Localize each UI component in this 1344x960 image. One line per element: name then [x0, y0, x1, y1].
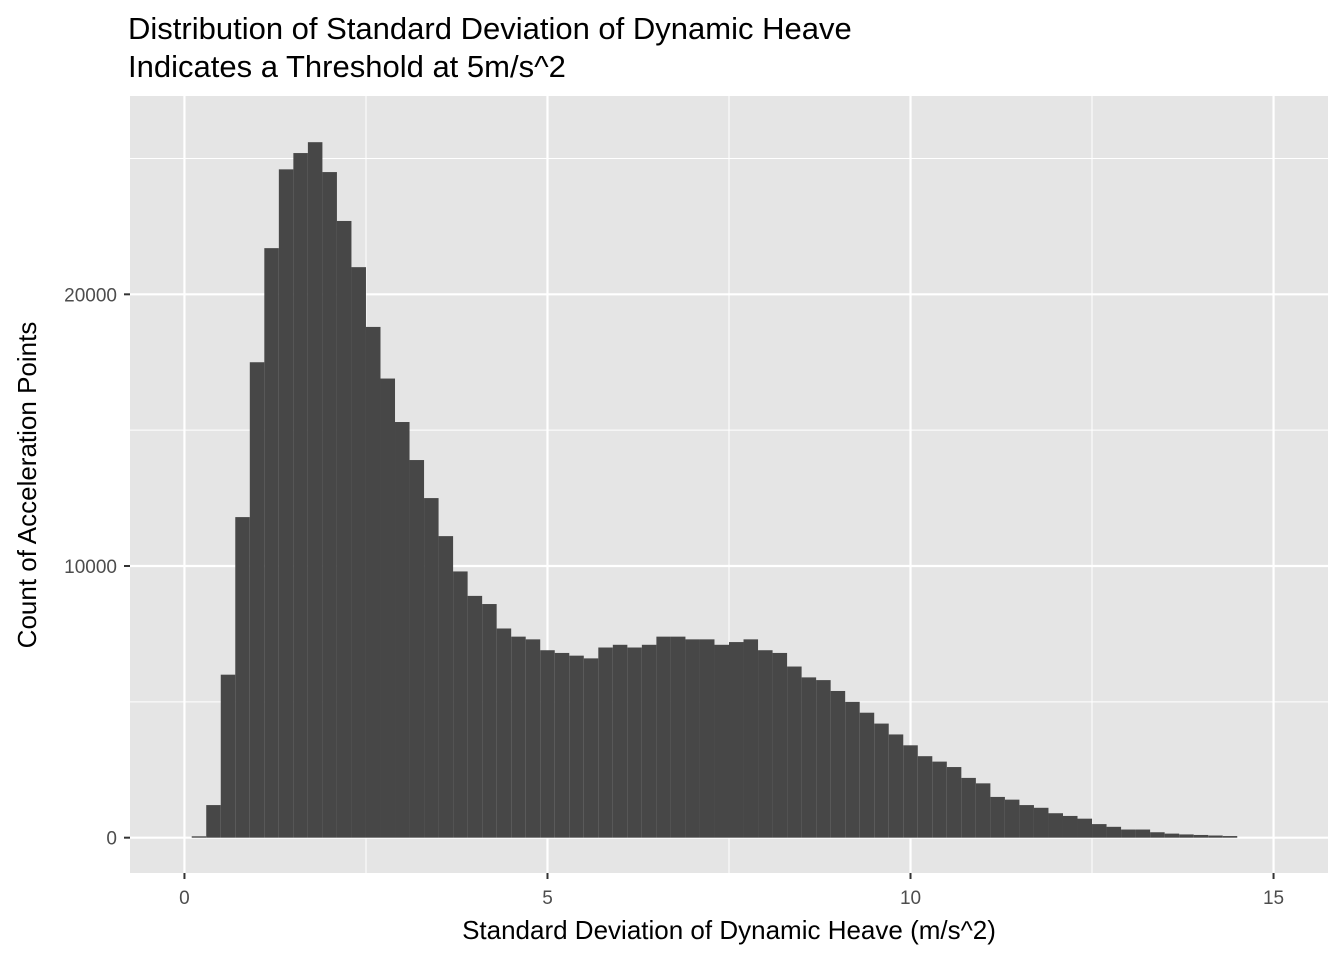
y-axis: 0 10000 20000	[64, 285, 130, 850]
histogram-bar	[975, 783, 991, 838]
y-axis-title: Count of Acceleration Points	[12, 322, 42, 649]
histogram-bar	[772, 652, 788, 838]
histogram-bar	[206, 805, 221, 838]
histogram-bar	[1004, 799, 1020, 838]
histogram-bar	[903, 745, 918, 838]
histogram-bar	[453, 571, 468, 838]
histogram-bar	[627, 647, 642, 838]
histogram-bar	[612, 644, 628, 838]
histogram-bar	[845, 701, 860, 838]
x-tick-label: 10	[900, 888, 921, 909]
histogram-bar	[554, 652, 570, 838]
histogram-bar	[874, 723, 889, 838]
histogram-bar	[293, 153, 308, 838]
histogram-bar	[380, 378, 396, 838]
histogram-bar	[540, 650, 555, 838]
x-tick-label: 15	[1263, 888, 1284, 909]
histogram-bar	[729, 642, 744, 838]
histogram-bar	[583, 658, 599, 838]
histogram-bar	[1135, 829, 1151, 838]
histogram-bar	[670, 636, 686, 838]
histogram-bar	[743, 639, 759, 838]
histogram-bar	[1179, 834, 1194, 838]
histogram-bar	[1150, 832, 1165, 838]
histogram-bar	[917, 756, 933, 838]
histogram-bar	[351, 267, 366, 838]
histogram-bar	[307, 142, 323, 838]
histogram-bar	[598, 647, 613, 838]
histogram-bar	[365, 326, 381, 838]
histogram-bar	[278, 169, 294, 838]
histogram-bar	[990, 796, 1005, 838]
histogram-bar	[1106, 826, 1122, 838]
chart-title-line-1: Distribution of Standard Deviation of Dy…	[128, 11, 852, 46]
histogram-bar	[1077, 818, 1093, 838]
histogram-bar	[482, 604, 497, 838]
histogram-bar	[801, 677, 817, 838]
histogram-bar	[1121, 829, 1136, 838]
histogram-bar	[395, 422, 410, 838]
histogram-bar	[859, 712, 875, 838]
histogram-bar	[1092, 824, 1107, 838]
histogram-bar	[888, 734, 904, 838]
histogram-bar	[264, 248, 279, 838]
histogram-bar	[409, 460, 425, 838]
histogram-bar	[249, 362, 265, 838]
histogram-bar	[830, 690, 846, 838]
histogram-bar	[685, 639, 700, 838]
histogram-bar	[641, 644, 657, 838]
histogram-bar	[511, 636, 526, 838]
chart-title-line-2: Indicates a Threshold at 5m/s^2	[128, 49, 566, 84]
histogram-bar	[758, 650, 773, 838]
histogram-bar	[438, 536, 454, 838]
histogram-bar	[220, 674, 236, 838]
histogram-bar	[1033, 807, 1049, 838]
histogram-bar	[787, 666, 802, 838]
histogram-bar	[714, 644, 729, 838]
x-axis: 0 5 10 15	[179, 873, 1284, 909]
x-tick-label: 5	[542, 888, 553, 909]
histogram-bar	[336, 220, 352, 838]
histogram-bar	[235, 517, 250, 838]
y-tick-label: 20000	[64, 285, 117, 306]
histogram-bar	[1062, 815, 1078, 838]
histogram-bar	[656, 636, 671, 838]
histogram-bar	[1222, 836, 1238, 838]
histogram-bar	[569, 655, 584, 838]
histogram-bar	[525, 639, 541, 838]
histogram-bar	[496, 628, 512, 838]
y-tick-label: 0	[106, 829, 117, 850]
histogram-bar	[1164, 833, 1180, 838]
histogram-bar	[322, 172, 337, 838]
histogram-bar	[1193, 834, 1209, 838]
histogram-bar	[816, 680, 831, 838]
histogram-bar	[1048, 813, 1063, 838]
histogram-bar	[699, 639, 715, 838]
y-tick-label: 10000	[64, 557, 117, 578]
histogram-bar	[961, 777, 976, 838]
x-axis-title: Standard Deviation of Dynamic Heave (m/s…	[462, 915, 996, 945]
histogram-bar	[932, 761, 947, 838]
histogram-bar	[1019, 805, 1034, 838]
histogram-bar	[424, 498, 439, 838]
histogram-bar	[191, 836, 207, 838]
histogram-bar	[946, 767, 962, 838]
histogram-bar	[467, 595, 483, 838]
histogram-bar	[1208, 835, 1223, 838]
x-tick-label: 0	[179, 888, 190, 909]
histogram-bars	[191, 142, 1238, 838]
